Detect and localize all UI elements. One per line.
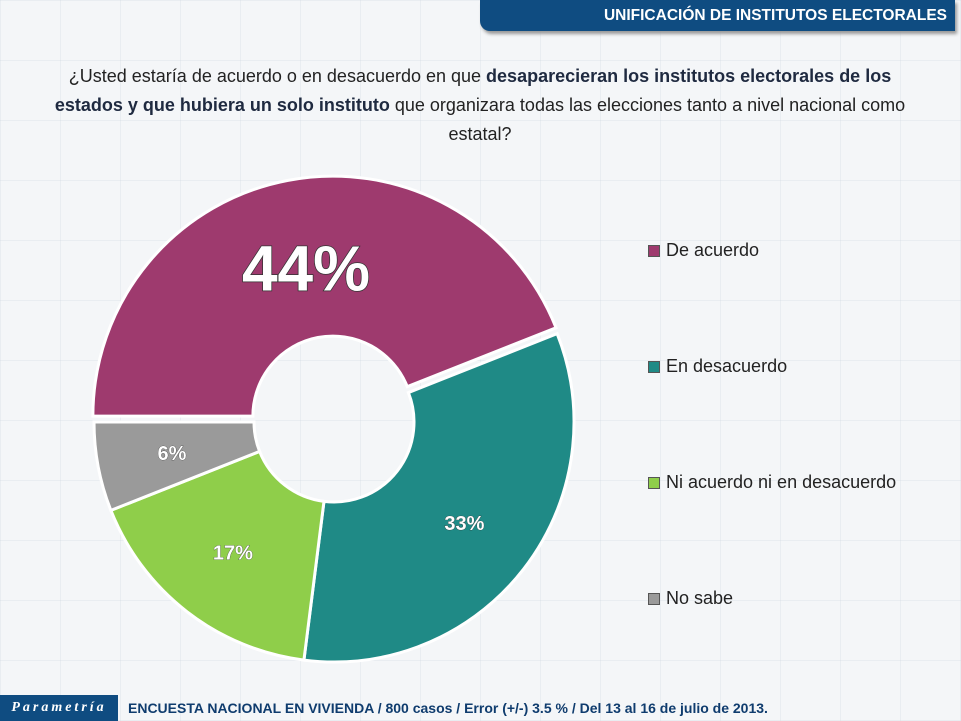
donut-slice bbox=[91, 174, 558, 418]
data-label: 33% bbox=[444, 513, 484, 535]
section-banner: UNIFICACIÓN DE INSTITUTOS ELECTORALES bbox=[480, 0, 955, 31]
parametria-logo: Parametría bbox=[0, 695, 118, 721]
legend-label: Ni acuerdo ni en desacuerdo bbox=[666, 472, 897, 492]
legend-swatch bbox=[648, 592, 660, 605]
donut-slice bbox=[92, 420, 262, 513]
data-label: 44% bbox=[242, 232, 370, 304]
question-part1: ¿Usted estaría de acuerdo o en desacuerd… bbox=[68, 66, 487, 86]
legend-item: Ni acuerdo ni en desacuerdo bbox=[648, 472, 896, 493]
legend-swatch bbox=[648, 360, 660, 373]
legend-swatch bbox=[648, 476, 660, 489]
section-title: UNIFICACIÓN DE INSTITUTOS ELECTORALES bbox=[603, 7, 947, 24]
data-label: 6% bbox=[157, 443, 186, 465]
legend-item: No sabe bbox=[648, 588, 733, 609]
legend-item: En desacuerdo bbox=[648, 356, 787, 377]
question-bold: desaparecieran los institutos electorale… bbox=[54, 66, 892, 115]
legend-item: De acuerdo bbox=[648, 240, 759, 261]
footer-note: ENCUESTA NACIONAL EN VIVIENDA / 800 caso… bbox=[128, 700, 768, 716]
legend-label: No sabe bbox=[666, 588, 734, 608]
legend-label: De acuerdo bbox=[666, 240, 760, 260]
logo-text: Parametría bbox=[11, 700, 107, 715]
donut-slice bbox=[302, 331, 576, 664]
data-label: 17% bbox=[213, 542, 253, 564]
question-text: ¿Usted estaría de acuerdo o en desacuerd… bbox=[40, 62, 920, 149]
legend-label: En desacuerdo bbox=[666, 356, 788, 376]
donut-slice bbox=[108, 449, 326, 662]
question-part2: que organizara todas las elecciones tant… bbox=[389, 95, 906, 144]
legend-swatch bbox=[648, 244, 660, 257]
